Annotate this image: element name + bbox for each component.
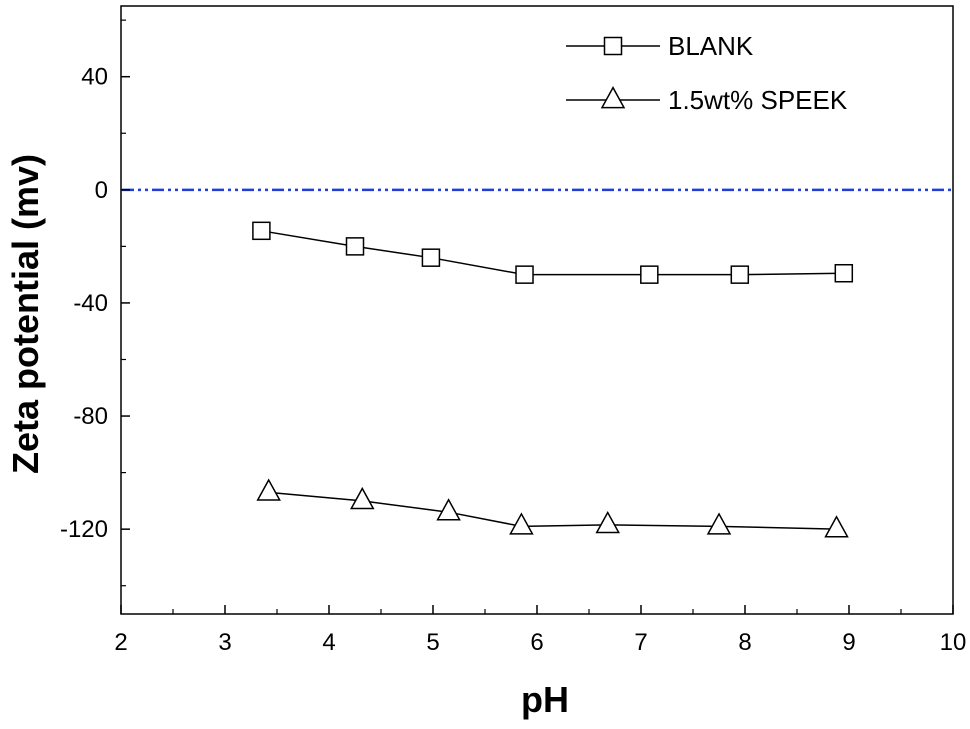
legend-triangle-marker (600, 86, 626, 109)
x-tick-label: 6 (530, 629, 543, 656)
legend: BLANK 1.5wt% SPEEK (566, 31, 848, 115)
triangle-marker (350, 486, 375, 510)
x-tick-label: 4 (322, 629, 335, 656)
square-marker (640, 265, 659, 284)
x-tick-label: 10 (940, 629, 967, 656)
triangle-marker (595, 510, 620, 534)
y-tick-label: -120 (60, 516, 108, 543)
square-marker (252, 221, 271, 241)
x-tick-label: 7 (634, 629, 647, 656)
triangle-marker (509, 512, 534, 535)
y-tick-label: 40 (81, 64, 108, 91)
y-tick-label: -40 (73, 290, 108, 317)
series-layer (252, 221, 854, 538)
triangle-marker (436, 498, 461, 521)
x-tick-label: 5 (426, 629, 439, 656)
x-tick-label: 8 (738, 629, 751, 656)
legend-item-1: BLANK (566, 31, 754, 61)
x-axis-title: pH (521, 679, 569, 720)
legend-item-2: 1.5wt% SPEEK (566, 85, 848, 115)
x-tick-label: 3 (218, 629, 231, 656)
series-2 (256, 478, 849, 538)
square-marker (515, 265, 534, 284)
series-line (268, 491, 837, 530)
square-marker (834, 263, 854, 283)
triangle-marker (824, 515, 849, 538)
x-tick-label: 2 (114, 629, 127, 656)
triangle-marker (256, 478, 281, 501)
y-axis-title: Zeta potential (mv) (5, 154, 46, 474)
series-1 (252, 221, 854, 284)
square-marker (345, 237, 365, 256)
x-tick-label: 9 (842, 629, 855, 656)
legend-label: BLANK (668, 31, 754, 61)
square-marker (730, 265, 750, 284)
legend-square-marker (603, 36, 623, 56)
y-tick-label: 0 (95, 177, 108, 204)
y-tick-label: -80 (73, 403, 108, 430)
triangle-marker (706, 512, 732, 535)
square-marker (421, 248, 441, 267)
axis-ticks-layer: 2 3 4 5 6 7 8 9 10 -120 -80 -40 0 40 (60, 19, 967, 656)
legend-label: 1.5wt% SPEEK (668, 85, 848, 115)
